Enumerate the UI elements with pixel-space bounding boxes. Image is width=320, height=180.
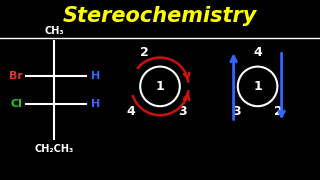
Text: 3: 3 <box>178 105 187 118</box>
Text: 4: 4 <box>253 46 262 59</box>
Text: Br: Br <box>9 71 22 81</box>
Text: 2: 2 <box>140 46 148 59</box>
Text: Stereochemistry: Stereochemistry <box>63 6 257 26</box>
Text: 1: 1 <box>253 80 262 93</box>
Text: 2: 2 <box>274 105 283 118</box>
Text: H: H <box>91 71 100 81</box>
Text: 1: 1 <box>156 80 164 93</box>
Text: CH₃: CH₃ <box>44 26 64 36</box>
Text: Cl: Cl <box>11 99 22 109</box>
Text: CH₂CH₃: CH₂CH₃ <box>35 144 74 154</box>
Text: H: H <box>91 99 100 109</box>
Text: 4: 4 <box>127 105 136 118</box>
Text: 3: 3 <box>233 105 241 118</box>
